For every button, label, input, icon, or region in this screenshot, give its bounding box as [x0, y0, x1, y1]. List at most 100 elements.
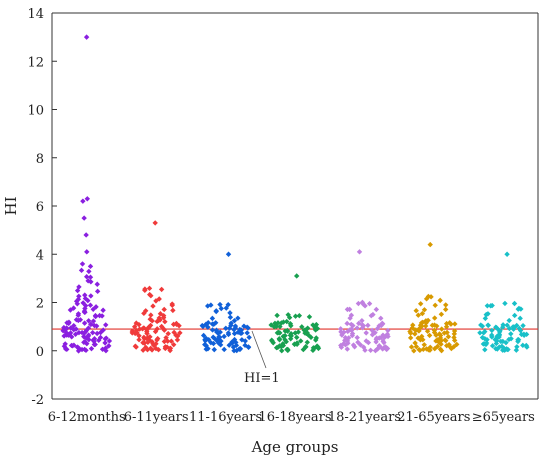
data-point: [362, 347, 368, 353]
data-point: [83, 232, 89, 238]
data-point: [215, 330, 221, 336]
data-point: [170, 321, 177, 328]
data-point: [226, 325, 233, 331]
data-point: [420, 336, 426, 343]
data-point: [157, 311, 164, 317]
data-point: [451, 337, 458, 344]
data-point: [411, 348, 417, 354]
y-tick-label: 14: [27, 7, 44, 22]
data-point: [357, 342, 364, 348]
data-point: [97, 329, 104, 336]
data-point: [92, 341, 98, 348]
y-tick-label: 10: [27, 104, 44, 119]
data-point: [296, 312, 303, 319]
data-point: [431, 315, 438, 321]
data-point: [499, 347, 506, 353]
data-point: [72, 331, 79, 337]
data-point: [288, 323, 294, 329]
data-point: [152, 220, 158, 226]
data-point: [86, 336, 92, 343]
data-point: [514, 344, 520, 350]
data-point: [80, 198, 86, 204]
data-point: [349, 332, 355, 339]
data-point: [423, 346, 430, 352]
data-point: [438, 326, 445, 332]
data-point: [381, 339, 387, 346]
data-point: [497, 327, 503, 334]
data-point: [354, 334, 360, 341]
data-point: [74, 287, 81, 294]
data-point: [493, 340, 500, 347]
data-point: [283, 339, 289, 345]
data-point: [221, 333, 227, 340]
data-point: [273, 345, 280, 351]
data-point: [169, 301, 175, 307]
data-point: [432, 302, 438, 308]
data-point: [292, 313, 299, 319]
data-point: [359, 325, 366, 331]
data-point: [103, 322, 109, 328]
data-point: [158, 286, 165, 293]
data-point: [356, 249, 363, 255]
data-point: [443, 323, 450, 330]
data-point: [245, 344, 252, 350]
data-point: [302, 344, 309, 350]
data-point: [452, 321, 458, 327]
data-point: [451, 331, 458, 337]
data-point: [503, 339, 509, 346]
data-point: [409, 325, 416, 331]
data-point: [66, 320, 72, 327]
data-point: [417, 347, 423, 353]
y-tick-label: 8: [36, 152, 44, 167]
data-point: [83, 34, 90, 40]
data-point: [62, 346, 69, 352]
data-point: [482, 347, 488, 353]
data-point: [209, 315, 216, 322]
data-point: [421, 307, 428, 313]
data-point: [76, 293, 82, 299]
data-point: [89, 329, 96, 336]
data-point: [85, 278, 91, 284]
data-point: [102, 340, 108, 346]
data-point: [485, 311, 491, 317]
data-point: [165, 330, 171, 337]
data-point: [373, 306, 380, 313]
data-point: [149, 347, 155, 353]
data-point: [144, 330, 150, 337]
data-point: [407, 335, 414, 341]
data-point: [432, 346, 438, 352]
data-point: [136, 321, 142, 328]
data-point: [482, 341, 488, 347]
y-tick-label: 2: [36, 297, 44, 312]
data-point: [286, 314, 293, 321]
data-point: [520, 342, 526, 349]
data-point: [106, 338, 113, 344]
data-point: [170, 341, 177, 348]
data-point: [367, 347, 374, 354]
data-point: [174, 337, 181, 343]
data-point: [489, 302, 495, 309]
data-point: [508, 331, 514, 337]
data-point: [162, 345, 169, 352]
data-point: [287, 336, 294, 342]
data-point: [436, 339, 442, 346]
data-point: [313, 337, 319, 343]
data-point: [379, 346, 386, 352]
data-point: [200, 323, 206, 330]
data-point: [161, 338, 168, 345]
data-point: [373, 339, 379, 345]
data-point: [270, 340, 276, 346]
data-point: [78, 267, 85, 274]
data-point: [148, 312, 154, 318]
data-point: [71, 342, 77, 348]
data-point: [374, 346, 381, 352]
data-point: [520, 322, 526, 329]
data-point: [493, 345, 499, 352]
data-point: [147, 316, 153, 322]
data-point: [376, 335, 382, 341]
data-point: [378, 315, 384, 321]
data-point: [103, 347, 109, 354]
data-point: [337, 326, 344, 332]
data-point: [366, 300, 373, 307]
